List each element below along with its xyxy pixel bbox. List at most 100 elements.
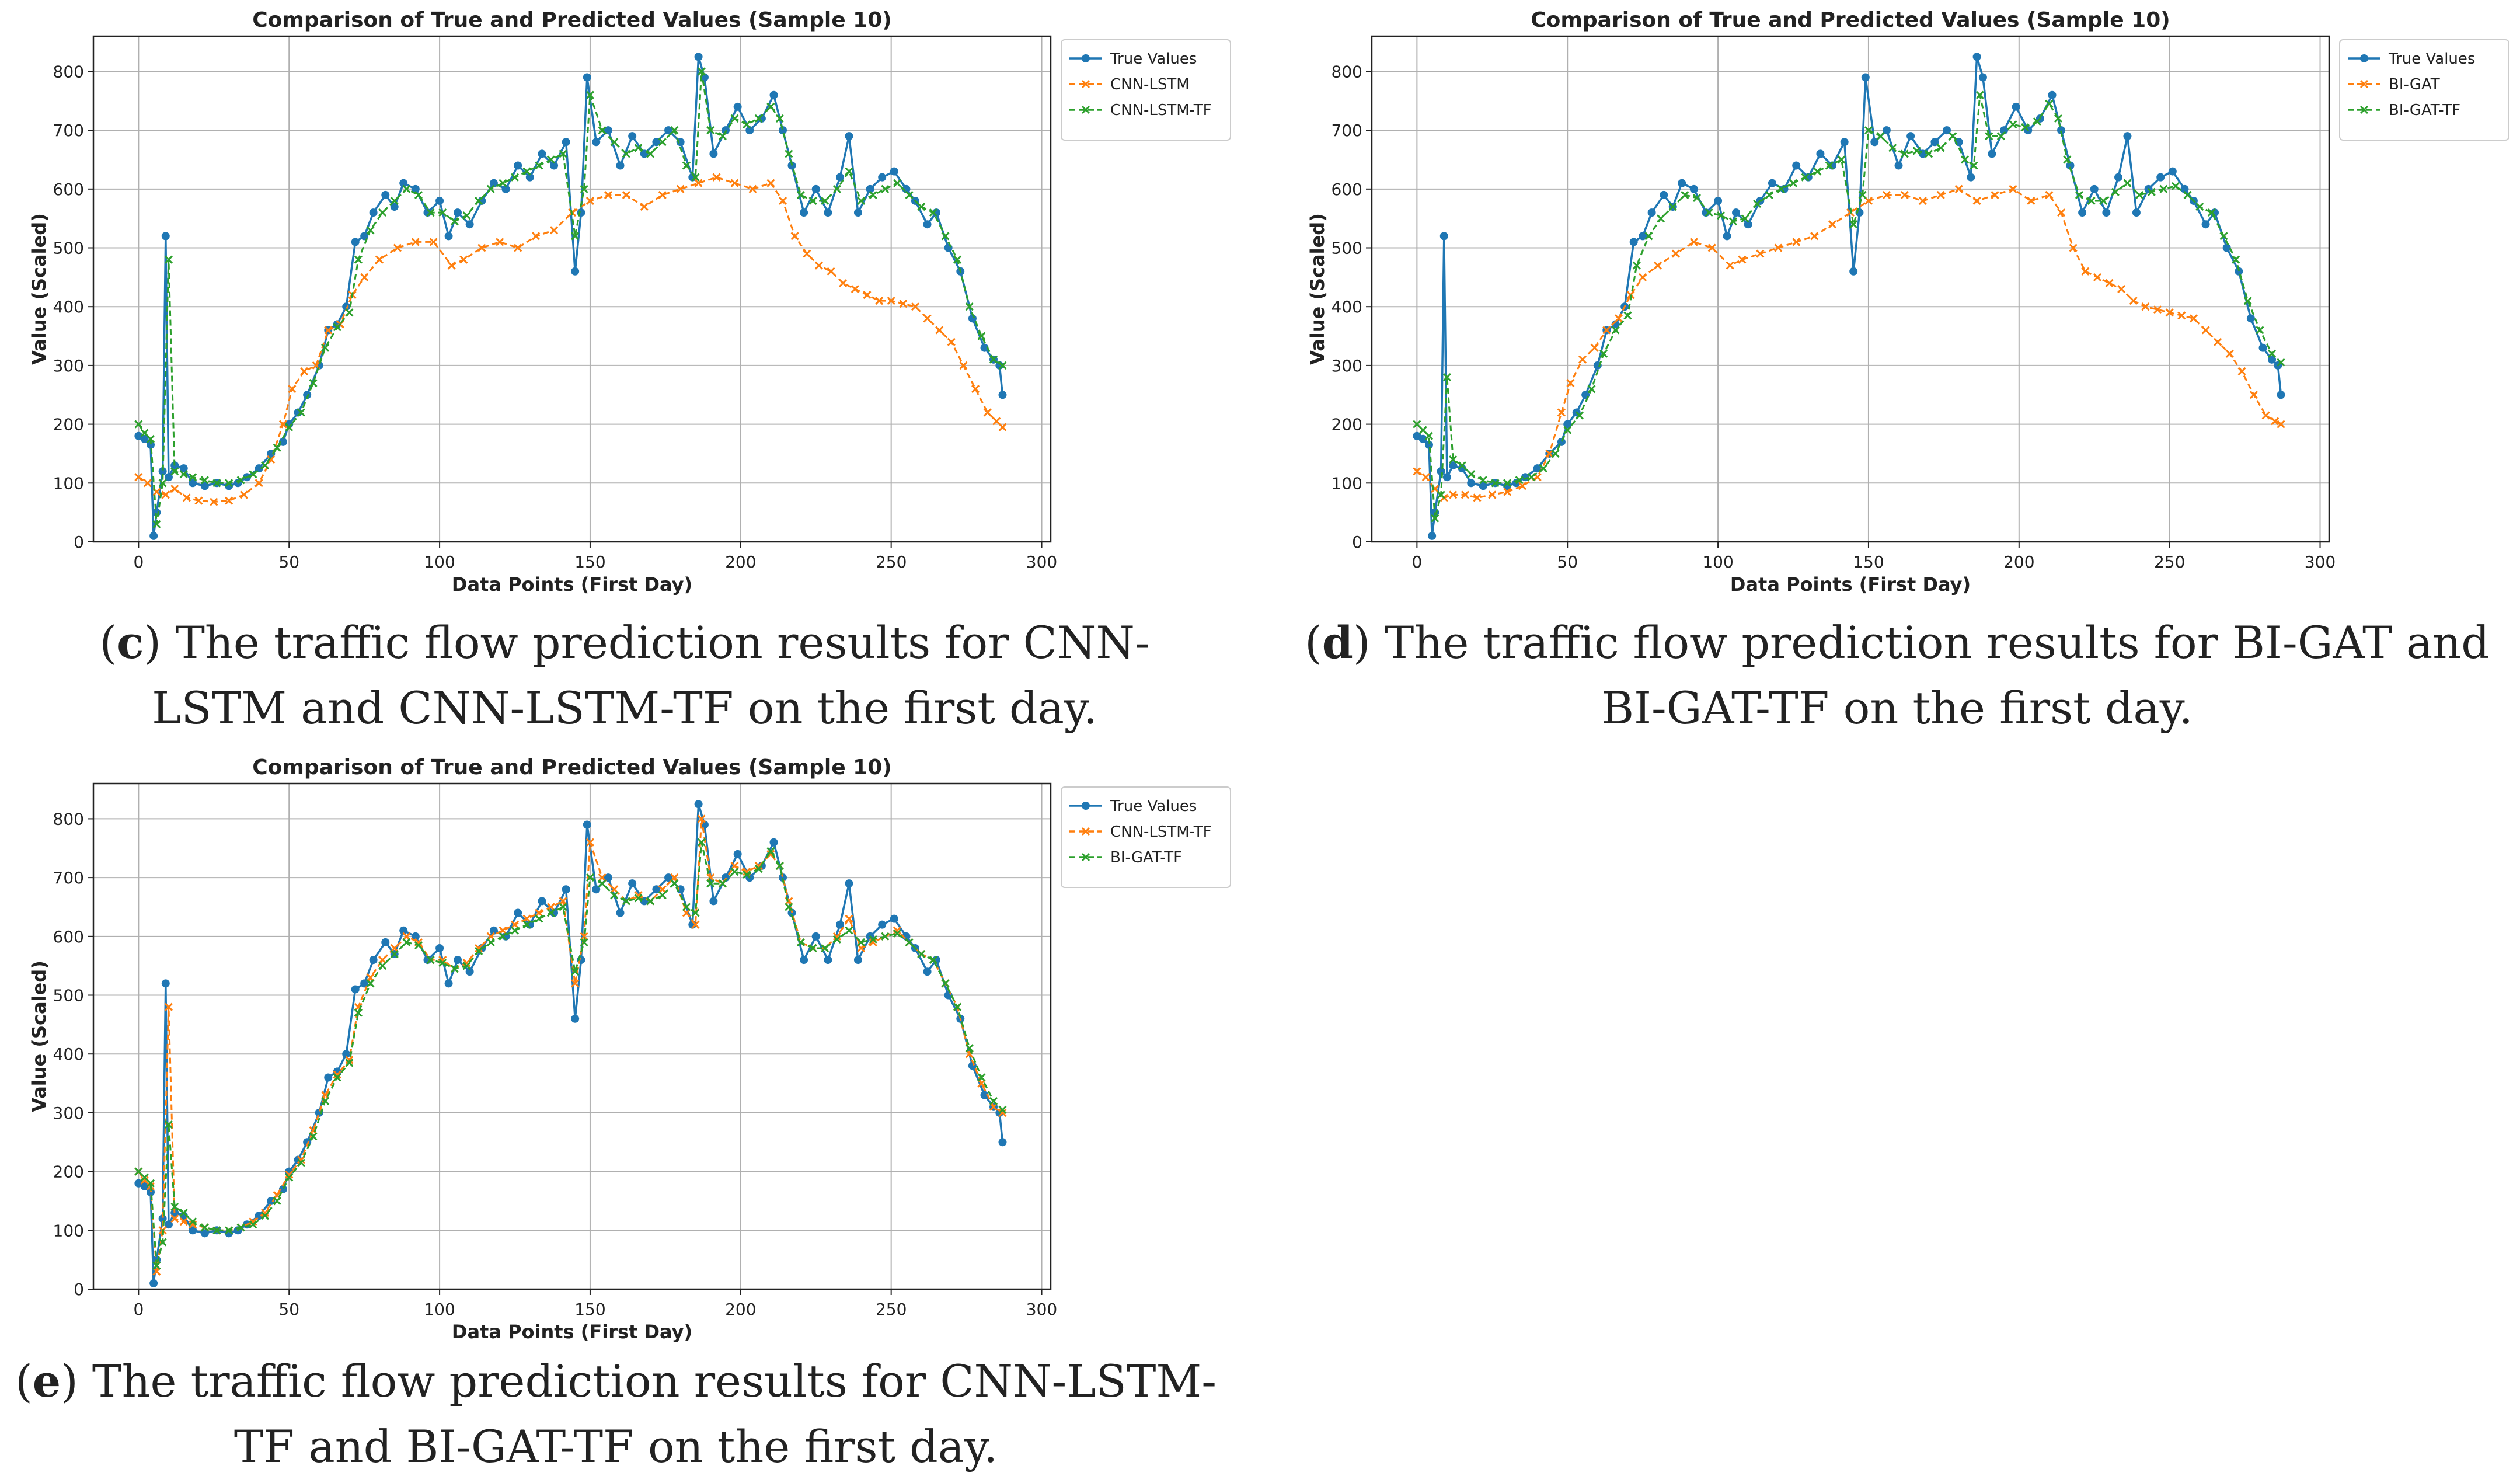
data-point	[887, 297, 895, 305]
data-point	[1837, 155, 1846, 164]
data-point	[941, 232, 950, 241]
data-point	[824, 208, 832, 217]
data-point	[2147, 187, 2156, 196]
data-point	[682, 903, 691, 911]
data-point	[210, 497, 218, 506]
data-point	[1732, 208, 1741, 217]
data-point	[2048, 90, 2057, 99]
data-point	[851, 284, 859, 294]
x-tick-label: 150	[1853, 552, 1884, 572]
data-point	[980, 1091, 989, 1099]
y-tick-label: 100	[1332, 474, 1362, 493]
data-point	[2207, 208, 2216, 217]
data-point	[381, 938, 390, 946]
data-point	[514, 243, 522, 252]
data-point	[140, 1182, 149, 1190]
data-point	[1671, 249, 1680, 258]
data-point	[778, 196, 787, 206]
legend-label: CNN-LSTM	[1110, 76, 1190, 93]
data-point	[835, 173, 844, 182]
chart-panel-d: 0 50 100 150 200 250 300 0 100 200 300 400 500 600 700…	[1278, 0, 2520, 601]
x-tick-label: 250	[876, 1300, 907, 1319]
data-point	[1413, 420, 1421, 429]
data-point	[402, 184, 411, 193]
y-tick-label: 400	[53, 297, 84, 316]
data-point	[399, 926, 408, 935]
data-point	[869, 935, 877, 944]
data-point	[676, 184, 685, 193]
data-point	[1936, 144, 1945, 152]
data-point	[1629, 238, 1638, 246]
data-point	[1985, 132, 1993, 141]
data-point	[1954, 184, 1963, 193]
data-point	[1728, 217, 1737, 226]
data-point	[1611, 326, 1620, 335]
data-point	[853, 208, 862, 217]
data-point	[917, 202, 926, 211]
data-point	[2114, 173, 2122, 182]
data-point	[236, 1223, 245, 1232]
y-tick-label: 700	[53, 868, 84, 887]
data-point	[2201, 326, 2210, 335]
data-point	[1473, 493, 1482, 502]
data-point	[845, 914, 853, 923]
data-point	[2054, 114, 2062, 123]
data-point	[616, 161, 625, 170]
data-point	[2117, 284, 2126, 294]
data-point	[489, 179, 498, 187]
data-point	[239, 490, 248, 499]
plot-frame	[1371, 35, 2330, 543]
data-point	[977, 332, 986, 340]
data-point	[381, 190, 390, 199]
data-point	[426, 208, 435, 217]
data-point	[535, 914, 543, 923]
data-point	[278, 420, 287, 429]
data-point	[845, 926, 853, 935]
data-point	[1557, 408, 1566, 417]
data-point	[1539, 464, 1548, 473]
y-tick-label: 400	[1332, 297, 1362, 316]
data-point	[351, 985, 360, 994]
series-bi-gat-tf	[134, 838, 1007, 1270]
data-point	[766, 102, 775, 111]
data-point	[444, 232, 453, 241]
data-point	[414, 941, 423, 949]
x-tick-label: 150	[574, 552, 605, 572]
data-point	[1479, 482, 1487, 490]
chart-d: 0 50 100 150 200 250 300 0 100 200 300 400 500 600 700…	[1306, 8, 2509, 596]
data-point	[499, 932, 507, 941]
legend-marker	[1081, 79, 1090, 89]
data-point	[475, 946, 483, 956]
data-point	[2132, 208, 2141, 217]
data-point	[965, 302, 974, 311]
data-point	[718, 879, 727, 888]
data-point	[1714, 196, 1723, 205]
data-point	[486, 184, 495, 193]
data-point	[718, 132, 727, 141]
data-point	[878, 920, 887, 929]
data-point	[1515, 476, 1524, 485]
series-cnn-lstm	[134, 173, 1007, 506]
data-point	[2045, 99, 2054, 108]
data-point	[622, 897, 630, 906]
data-point	[983, 408, 992, 417]
data-point	[709, 897, 718, 906]
data-point	[462, 962, 471, 970]
data-point	[775, 114, 784, 123]
data-point	[309, 379, 318, 388]
data-point	[1810, 232, 1819, 241]
data-point	[652, 885, 661, 894]
series-bi-gat-tf	[1413, 90, 2285, 523]
data-point	[278, 1185, 287, 1193]
data-point	[212, 479, 221, 488]
data-point	[2267, 349, 2277, 358]
data-point	[351, 238, 360, 246]
data-point	[2159, 184, 2168, 193]
y-tick-label: 600	[53, 180, 84, 199]
data-point	[652, 138, 661, 147]
data-point	[923, 220, 932, 229]
data-point	[923, 967, 932, 976]
data-point	[691, 908, 700, 917]
data-point	[1864, 196, 1873, 206]
data-point	[2063, 155, 2072, 164]
